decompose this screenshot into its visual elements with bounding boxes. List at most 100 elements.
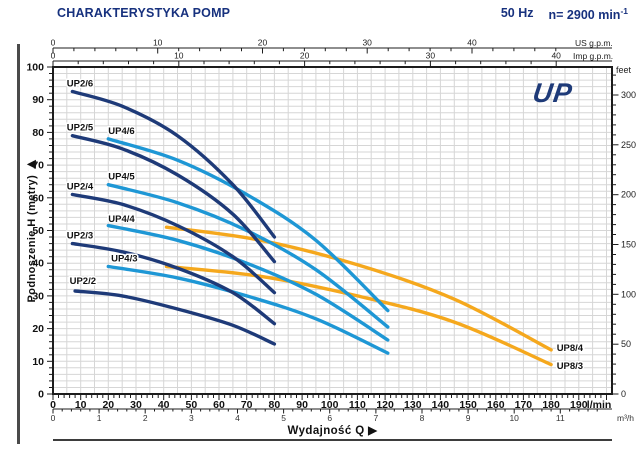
feet-unit-label: feet xyxy=(616,65,632,75)
curve-UP8-3 xyxy=(164,264,553,367)
svg-text:170: 170 xyxy=(515,399,533,411)
axis-m3h xyxy=(52,408,612,414)
svg-text:90: 90 xyxy=(296,399,308,411)
x-axis-title: Wydajność Q ▶ xyxy=(287,425,378,437)
curve-UP2-4 xyxy=(70,192,277,295)
imp-gpm-unit-label: Imp g.p.m. xyxy=(573,51,614,61)
svg-text:1: 1 xyxy=(97,413,102,423)
curve-UP2-6 xyxy=(70,89,277,239)
svg-text:60: 60 xyxy=(213,399,225,411)
curve-UP4-4 xyxy=(106,223,390,342)
svg-text:100: 100 xyxy=(621,289,636,299)
svg-text:0: 0 xyxy=(51,51,56,61)
svg-text:50: 50 xyxy=(186,399,198,411)
svg-text:0: 0 xyxy=(51,413,56,423)
svg-text:70: 70 xyxy=(32,160,44,172)
svg-text:180: 180 xyxy=(542,399,560,411)
curve-label-UP2-5: UP2/5 xyxy=(67,123,94,134)
svg-text:4: 4 xyxy=(235,413,240,423)
svg-text:10: 10 xyxy=(153,38,163,48)
axis-m3h-labels: 0 1 2 3 4 5 6 7 8 9 10 11 xyxy=(51,413,565,423)
curve-labels: UP8/4 UP8/3 UP4/6 UP4/5 UP4/4 UP4/3 UP2/6 UP2/5… xyxy=(65,77,585,374)
up-logo: UP xyxy=(530,78,575,108)
svg-text:70: 70 xyxy=(241,399,253,411)
curve-label-UP2-3: UP2/3 xyxy=(67,230,93,241)
curve-UP2-3 xyxy=(70,241,277,326)
svg-text:40: 40 xyxy=(158,399,170,411)
svg-text:7: 7 xyxy=(374,413,379,423)
svg-text:300: 300 xyxy=(621,90,636,100)
axis-lmin-labels: 0 10 20 30 40 50 60 70 80 90 100 110 120 130 140 150 160… xyxy=(50,399,588,411)
svg-text:80: 80 xyxy=(32,127,44,139)
svg-text:20: 20 xyxy=(32,323,44,335)
svg-text:100: 100 xyxy=(321,399,339,411)
svg-text:120: 120 xyxy=(376,399,394,411)
y-axis-title-text: Podnoszenie H (metry) ▶ xyxy=(25,158,38,303)
curve-label-UP4-5: UP4/5 xyxy=(108,172,135,183)
svg-text:40: 40 xyxy=(32,258,44,270)
svg-text:130: 130 xyxy=(404,399,422,411)
bottom-rule xyxy=(53,439,612,441)
svg-text:0: 0 xyxy=(38,389,44,401)
svg-text:160: 160 xyxy=(487,399,505,411)
svg-text:10: 10 xyxy=(75,399,87,411)
svg-text:140: 140 xyxy=(432,399,450,411)
svg-text:2: 2 xyxy=(143,413,148,423)
svg-text:0: 0 xyxy=(50,399,56,411)
svg-text:190: 190 xyxy=(570,399,588,411)
svg-text:10: 10 xyxy=(509,413,519,423)
svg-text:60: 60 xyxy=(32,192,44,204)
axis-us-gpm xyxy=(52,47,612,54)
svg-text:40: 40 xyxy=(467,38,477,48)
svg-text:20: 20 xyxy=(258,38,268,48)
svg-text:30: 30 xyxy=(362,38,372,48)
curve-label-UP2-4: UP2/4 xyxy=(67,181,94,192)
curve-label-UP2-6: UP2/6 xyxy=(67,78,93,89)
svg-text:80: 80 xyxy=(269,399,281,411)
curve-UP2-5 xyxy=(70,134,277,264)
svg-text:50: 50 xyxy=(621,339,631,349)
svg-text:0: 0 xyxy=(621,389,626,399)
curve-UP8-4 xyxy=(164,225,553,352)
svg-text:110: 110 xyxy=(349,399,366,411)
curve-label-UP8-4: UP8/4 xyxy=(557,343,584,354)
lmin-unit-label: l/min xyxy=(587,399,612,411)
axis-h-ticks xyxy=(47,66,52,395)
svg-text:30: 30 xyxy=(32,290,44,302)
axis-lmin-ticks xyxy=(52,395,607,400)
svg-text:6: 6 xyxy=(327,413,332,423)
speed-value: n= 2900 min xyxy=(548,8,621,23)
curve-UP2-2 xyxy=(73,289,277,346)
curve-label-UP4-3: UP4/3 xyxy=(111,253,137,264)
axis-imp-gpm xyxy=(52,60,612,67)
svg-text:100: 100 xyxy=(26,62,44,74)
y-axis-title: Podnoszenie H (metry) ▶ xyxy=(22,67,40,394)
svg-text:5: 5 xyxy=(281,413,286,423)
header-conditions: 50 Hz n= 2900 min-1 xyxy=(501,6,628,22)
plot-border xyxy=(52,66,613,395)
curve-label-UP4-4: UP4/4 xyxy=(108,214,135,225)
curve-label-UP4-6: UP4/6 xyxy=(108,126,134,137)
speed-exponent: -1 xyxy=(620,6,628,16)
axis-h-labels: 0 10 20 30 40 50 60 70 80 90 100 xyxy=(26,62,44,401)
frequency-label: 50 Hz xyxy=(500,6,534,20)
speed-label: n= 2900 min-1 xyxy=(549,6,628,22)
svg-text:90: 90 xyxy=(32,94,44,106)
svg-text:0: 0 xyxy=(51,38,56,48)
svg-text:11: 11 xyxy=(556,413,565,423)
svg-text:10: 10 xyxy=(32,356,44,368)
axis-us-gpm-labels: 0 10 20 30 40 xyxy=(51,38,477,48)
svg-text:30: 30 xyxy=(130,399,142,411)
svg-text:150: 150 xyxy=(459,399,477,411)
svg-text:9: 9 xyxy=(466,413,471,423)
curve-UP4-6 xyxy=(106,137,390,313)
svg-text:150: 150 xyxy=(621,240,636,250)
curve-label-UP2-2: UP2/2 xyxy=(70,276,96,287)
chart-title: CHARAKTERYSTYKA POMP xyxy=(57,6,231,20)
svg-text:250: 250 xyxy=(621,140,636,150)
pump-curves xyxy=(70,89,553,367)
us-gpm-unit-label: US g.p.m. xyxy=(575,38,613,48)
axis-feet-labels: 0 50 100 150 200 250 300 xyxy=(621,90,636,399)
svg-text:10: 10 xyxy=(174,51,184,61)
